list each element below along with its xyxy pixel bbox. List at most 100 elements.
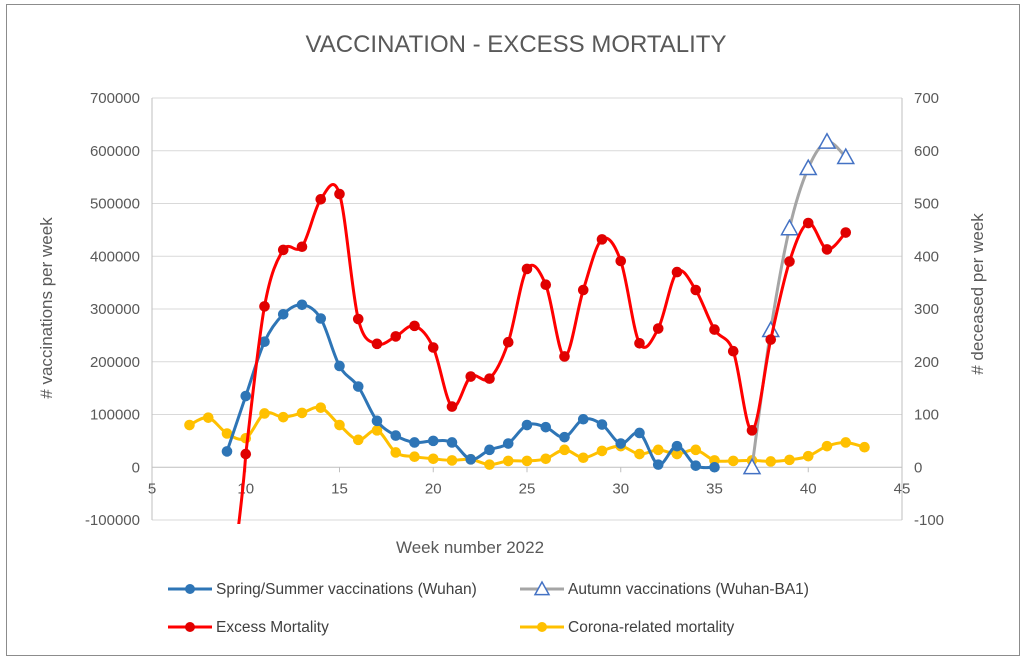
data-point	[315, 402, 327, 413]
series-0	[221, 299, 720, 473]
y-right-tick-label: 100	[914, 407, 939, 424]
data-point	[836, 147, 856, 165]
y-right-tick-label: -100	[914, 512, 944, 529]
legend-item: Spring/Summer vaccinations (Wuhan)	[168, 581, 477, 598]
data-point	[540, 453, 552, 465]
data-point	[259, 408, 270, 419]
data-point	[596, 419, 608, 430]
data-point	[296, 299, 308, 311]
data-point	[765, 456, 777, 467]
data-point	[277, 244, 289, 256]
y-right-tick-label: 400	[914, 248, 939, 265]
data-point	[540, 421, 552, 433]
data-point	[727, 455, 739, 467]
y-left-tick-label: 300000	[90, 301, 140, 318]
x-axis-title: Week number 2022	[396, 538, 544, 557]
legend-marker	[185, 622, 195, 632]
data-point	[277, 411, 289, 423]
data-point	[484, 444, 495, 456]
data-point	[427, 342, 439, 353]
data-point	[577, 452, 589, 464]
x-tick-label: 10	[237, 480, 254, 497]
chart-title: VACCINATION - EXCESS MORTALITY	[306, 31, 727, 58]
data-point	[296, 407, 308, 419]
data-point	[559, 431, 570, 443]
data-point	[427, 435, 439, 447]
data-point	[390, 430, 402, 441]
legend-label: Corona-related mortality	[568, 619, 735, 636]
x-tick-label: 45	[894, 480, 911, 497]
data-point	[371, 338, 383, 350]
x-tick-label: 35	[706, 480, 723, 497]
y-left-tick-label: 700000	[90, 90, 140, 107]
data-point	[184, 419, 195, 431]
data-point	[221, 446, 233, 457]
data-point	[577, 413, 589, 425]
data-point	[634, 337, 645, 349]
data-point	[465, 371, 477, 382]
series-line	[225, 303, 715, 470]
data-point	[409, 437, 420, 448]
data-point	[780, 218, 799, 236]
data-point	[802, 217, 814, 229]
data-point	[596, 234, 608, 245]
data-point	[765, 334, 777, 345]
data-point	[371, 425, 383, 436]
data-point	[334, 188, 345, 200]
data-point	[709, 324, 720, 335]
data-point	[821, 440, 833, 452]
data-point	[709, 461, 720, 473]
data-point	[315, 193, 327, 205]
data-point	[821, 244, 833, 255]
legend: Spring/Summer vaccinations (Wuhan) Autumn…	[168, 580, 809, 636]
data-point	[446, 455, 458, 466]
series-line	[237, 183, 847, 524]
data-point	[502, 336, 514, 348]
data-point	[690, 460, 702, 471]
data-point	[784, 256, 795, 267]
legend-marker	[185, 584, 195, 594]
left-y-axis-title: # vaccinations per week	[37, 217, 56, 399]
data-point	[390, 331, 402, 342]
y-left-tick-label: 400000	[90, 248, 140, 265]
data-point	[446, 437, 458, 448]
data-point	[840, 227, 852, 238]
y-left-tick-label: -100000	[85, 512, 140, 529]
data-point	[352, 313, 364, 325]
series-layer	[184, 132, 870, 524]
y-left-tick-label: 200000	[90, 354, 140, 371]
data-point	[652, 323, 664, 334]
data-point	[315, 313, 327, 324]
data-point	[409, 320, 420, 332]
data-point	[634, 448, 645, 460]
data-point	[577, 284, 589, 296]
legend-marker	[533, 580, 551, 596]
y-left-tick-label: 500000	[90, 196, 140, 213]
data-point	[727, 345, 739, 357]
right-y-axis-title: # deceased per week	[968, 213, 987, 375]
legend-label: Excess Mortality	[216, 619, 329, 636]
data-point	[742, 457, 762, 475]
data-point	[559, 444, 570, 456]
data-point	[690, 284, 702, 296]
y-left-tick-label: 100000	[90, 407, 140, 424]
data-point	[671, 440, 683, 452]
x-tick-label: 5	[148, 480, 156, 497]
legend-label: Autumn vaccinations (Wuhan-BA1)	[568, 581, 809, 598]
data-point	[502, 455, 514, 467]
y-right-tick-label: 0	[914, 459, 922, 476]
data-point	[690, 444, 702, 456]
series-3	[184, 402, 870, 470]
data-point	[615, 255, 627, 267]
x-tick-label: 20	[425, 480, 442, 497]
x-tick-label: 30	[612, 480, 629, 497]
x-tick-label: 25	[519, 480, 536, 497]
y-left-tick-label: 600000	[90, 143, 140, 160]
series-2	[237, 183, 852, 524]
data-point	[540, 279, 552, 291]
y-right-tick-label: 600	[914, 143, 939, 160]
data-point	[671, 448, 683, 460]
data-point	[240, 390, 252, 402]
data-point	[521, 455, 533, 467]
